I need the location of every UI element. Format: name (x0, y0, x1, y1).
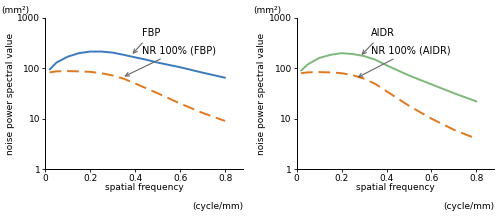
Text: (cycle/mm): (cycle/mm) (192, 202, 243, 211)
Y-axis label: noise power spectral value: noise power spectral value (6, 32, 15, 154)
Text: (mm²): (mm²) (2, 6, 30, 15)
Text: NR 100% (FBP): NR 100% (FBP) (126, 45, 216, 76)
Text: NR 100% (AIDR): NR 100% (AIDR) (358, 45, 450, 77)
X-axis label: spatial frequency: spatial frequency (356, 183, 435, 192)
Text: (mm²): (mm²) (253, 6, 281, 15)
Text: FBP: FBP (134, 28, 160, 53)
Text: (cycle/mm): (cycle/mm) (444, 202, 494, 211)
X-axis label: spatial frequency: spatial frequency (105, 183, 184, 192)
Y-axis label: noise power spectral value: noise power spectral value (257, 32, 266, 154)
Text: AIDR: AIDR (362, 28, 395, 54)
